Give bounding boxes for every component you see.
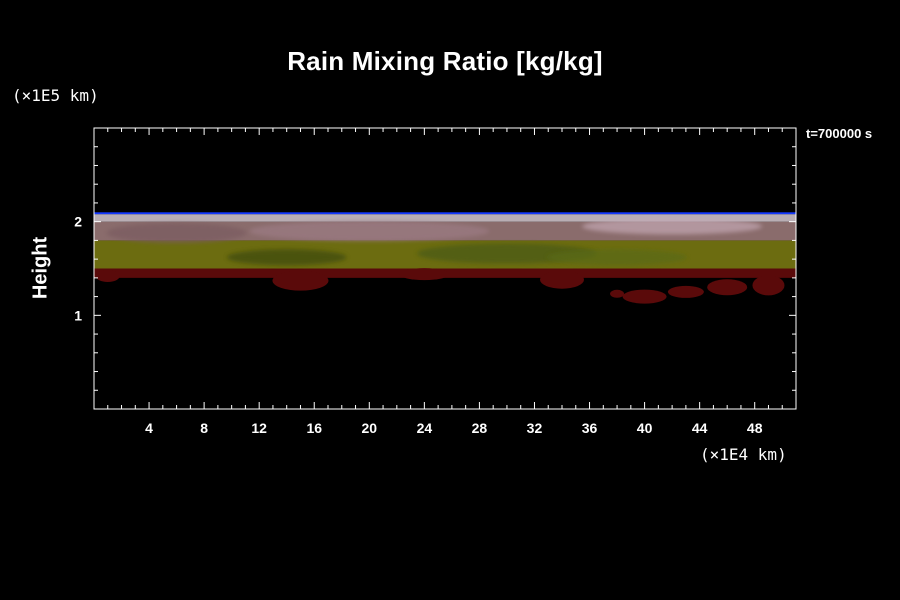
chart-title: Rain Mixing Ratio [kg/kg]	[287, 46, 603, 76]
x-tick-label: 32	[527, 420, 543, 436]
x-tick-label: 12	[251, 420, 267, 436]
rain-layer-4	[94, 214, 796, 222]
rain-drip-5	[622, 289, 667, 304]
x-tick-label: 44	[692, 420, 708, 436]
x-axis-unit: (×1E4 km)	[700, 445, 787, 464]
rain-texture-4	[249, 221, 490, 242]
rain-drip-2	[272, 270, 329, 291]
plot-frame	[93, 127, 797, 410]
x-tick-label: 4	[145, 420, 153, 436]
rain-texture-1	[226, 249, 347, 266]
rain-drip-8	[752, 275, 785, 296]
rain-texture-6	[106, 222, 247, 243]
rain-texture-5	[582, 218, 763, 235]
x-tick-label: 16	[306, 420, 322, 436]
x-tick-label: 48	[747, 420, 763, 436]
rain-layer-5	[94, 212, 796, 215]
x-tick-label: 28	[472, 420, 488, 436]
x-tick-label: 24	[417, 420, 433, 436]
y-axis-unit: (×1E5 km)	[12, 86, 99, 105]
y-tick-label: 1	[74, 307, 82, 323]
y-tick-label: 2	[74, 214, 82, 230]
x-tick-label: 8	[200, 420, 208, 436]
x-tick-label: 36	[582, 420, 598, 436]
rain-drip-1	[95, 269, 120, 282]
x-tick-label: 40	[637, 420, 653, 436]
rain-field	[94, 212, 796, 304]
time-label: t=700000 s	[806, 126, 873, 141]
rain-drip-3	[399, 268, 450, 281]
rain-texture-3	[547, 249, 688, 266]
x-tick-label: 20	[362, 420, 378, 436]
rain-drip-7	[707, 279, 748, 296]
rain-drip-9	[610, 289, 625, 298]
rain-drip-6	[667, 285, 704, 298]
rain-drip-4	[540, 270, 584, 289]
